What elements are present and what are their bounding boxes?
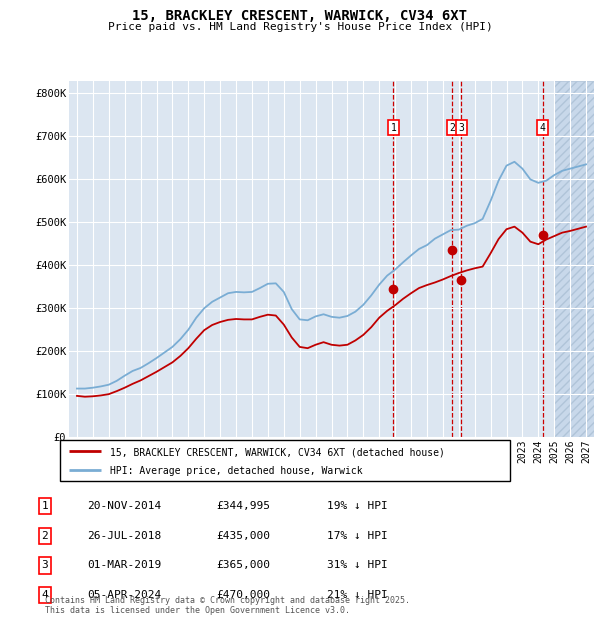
Text: £365,000: £365,000 [216, 560, 270, 570]
Text: 4: 4 [539, 123, 545, 133]
Text: 31% ↓ HPI: 31% ↓ HPI [327, 560, 388, 570]
Text: £435,000: £435,000 [216, 531, 270, 541]
Text: 15, BRACKLEY CRESCENT, WARWICK, CV34 6XT (detached house): 15, BRACKLEY CRESCENT, WARWICK, CV34 6XT… [110, 447, 445, 458]
Text: 2: 2 [449, 123, 455, 133]
Text: 17% ↓ HPI: 17% ↓ HPI [327, 531, 388, 541]
Text: 1: 1 [41, 501, 49, 511]
Bar [554, 81, 594, 437]
Text: 3: 3 [458, 123, 464, 133]
Text: 21% ↓ HPI: 21% ↓ HPI [327, 590, 388, 600]
Text: Contains HM Land Registry data © Crown copyright and database right 2025.
This d: Contains HM Land Registry data © Crown c… [45, 596, 410, 615]
Text: £344,995: £344,995 [216, 501, 270, 511]
Text: 19% ↓ HPI: 19% ↓ HPI [327, 501, 388, 511]
Text: HPI: Average price, detached house, Warwick: HPI: Average price, detached house, Warw… [110, 466, 362, 476]
Text: 01-MAR-2019: 01-MAR-2019 [87, 560, 161, 570]
Text: 4: 4 [41, 590, 49, 600]
Text: 3: 3 [41, 560, 49, 570]
Text: 05-APR-2024: 05-APR-2024 [87, 590, 161, 600]
Text: £470,000: £470,000 [216, 590, 270, 600]
Text: 15, BRACKLEY CRESCENT, WARWICK, CV34 6XT: 15, BRACKLEY CRESCENT, WARWICK, CV34 6XT [133, 9, 467, 24]
Text: 20-NOV-2014: 20-NOV-2014 [87, 501, 161, 511]
Text: 2: 2 [41, 531, 49, 541]
Text: 1: 1 [391, 123, 397, 133]
Text: Price paid vs. HM Land Registry's House Price Index (HPI): Price paid vs. HM Land Registry's House … [107, 22, 493, 32]
Text: 26-JUL-2018: 26-JUL-2018 [87, 531, 161, 541]
